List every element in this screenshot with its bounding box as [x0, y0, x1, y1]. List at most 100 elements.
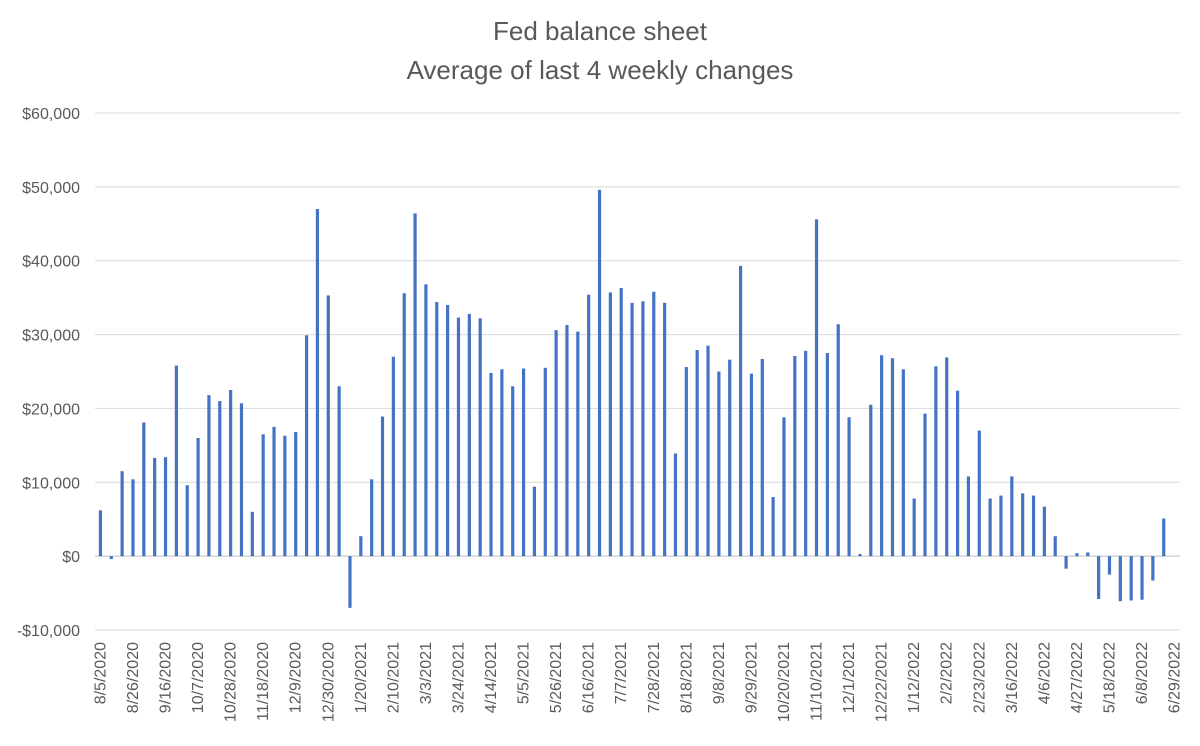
bar [478, 318, 482, 557]
bar [1053, 536, 1057, 557]
bar [218, 401, 222, 557]
bar [261, 434, 265, 557]
bar [283, 435, 287, 557]
bar [109, 556, 113, 560]
bar [153, 457, 157, 557]
y-tick-label: $50,000 [22, 180, 80, 197]
x-tick-label: 2/2/2022 [939, 642, 956, 704]
bar [771, 497, 775, 557]
bar [239, 403, 244, 557]
bar [1075, 553, 1079, 557]
x-tick-label: 2/10/2021 [385, 642, 402, 713]
bar [1151, 556, 1155, 581]
bar [706, 345, 710, 557]
bar [337, 386, 341, 557]
bar [359, 536, 363, 557]
x-tick-label: 10/7/2020 [190, 642, 207, 713]
x-tick-label: 6/8/2022 [1134, 642, 1151, 704]
x-tick-label: 1/20/2021 [353, 642, 370, 713]
x-tick-label: 3/3/2021 [418, 642, 435, 704]
bar [131, 479, 135, 557]
x-tick-label: 3/16/2022 [1004, 642, 1021, 713]
bar [467, 313, 471, 557]
x-tick-label: 11/18/2020 [255, 642, 272, 721]
bar [142, 422, 146, 557]
bar [424, 284, 428, 557]
bar [673, 453, 678, 557]
x-tick-label: 12/30/2020 [320, 642, 337, 722]
bar [500, 369, 504, 557]
x-tick-label: 4/27/2022 [1069, 642, 1086, 713]
x-tick-label: 2/23/2022 [971, 642, 988, 713]
y-tick-label: -$10,000 [17, 623, 80, 640]
x-tick-label: 8/18/2021 [678, 642, 695, 713]
bar [880, 355, 884, 557]
x-tick-label: 12/1/2021 [841, 642, 858, 713]
y-axis-ticks: -$10,000 $0 $10,000 $20,000 $30,000 $40,000 $5… [17, 106, 80, 640]
bar [663, 302, 667, 557]
bar [608, 292, 612, 557]
y-tick-label: $0 [62, 549, 80, 566]
bar [554, 330, 558, 557]
x-tick-label: 5/5/2021 [516, 642, 533, 704]
x-tick-label: 11/10/2021 [809, 642, 826, 721]
bar [532, 486, 537, 557]
x-tick-label: 5/18/2022 [1101, 642, 1118, 713]
bar [814, 219, 819, 557]
x-tick-label: 6/29/2022 [1167, 642, 1184, 713]
chart-subtitle: Average of last 4 weekly changes [407, 55, 794, 85]
bar [413, 213, 417, 557]
x-tick-label: 8/26/2020 [125, 642, 142, 713]
bar [272, 426, 276, 557]
bar [858, 553, 862, 557]
bar [695, 350, 699, 557]
bar [326, 295, 330, 557]
bar [999, 495, 1003, 557]
bar [847, 417, 851, 557]
bar [1042, 506, 1046, 557]
bar [793, 355, 797, 557]
bar [543, 367, 547, 557]
bar [1118, 556, 1122, 602]
bar [782, 417, 786, 557]
bar [315, 209, 320, 557]
x-tick-label: 7/7/2021 [613, 642, 630, 704]
bar [945, 357, 949, 557]
bar [890, 358, 895, 557]
y-tick-label: $60,000 [22, 106, 80, 123]
bar [934, 366, 938, 557]
y-tick-label: $40,000 [22, 254, 80, 271]
bar [380, 416, 385, 557]
bar [619, 288, 623, 557]
bars [98, 189, 1166, 608]
x-tick-label: 6/16/2021 [581, 642, 598, 713]
bar [174, 365, 178, 557]
bar [370, 479, 374, 557]
bar [652, 291, 656, 557]
y-tick-label: $10,000 [22, 475, 80, 492]
bar [1107, 556, 1112, 575]
bar [977, 430, 981, 557]
bar [402, 293, 406, 557]
bar [749, 373, 754, 557]
bar [435, 302, 439, 557]
y-tick-label: $20,000 [22, 401, 80, 418]
bar [521, 368, 526, 557]
bar [1129, 556, 1133, 601]
bar [966, 476, 971, 557]
bar [391, 356, 395, 557]
bar [98, 510, 103, 557]
bar [1162, 518, 1166, 557]
bar [587, 294, 591, 557]
bar [489, 372, 493, 557]
bar [597, 189, 602, 557]
bar [912, 498, 916, 557]
x-tick-label: 9/8/2021 [711, 642, 728, 704]
bar [955, 390, 960, 557]
x-tick-label: 5/26/2021 [548, 642, 565, 713]
x-tick-label: 8/5/2020 [92, 642, 109, 704]
bar [836, 324, 840, 557]
x-tick-label: 12/22/2021 [874, 642, 891, 722]
bar [304, 335, 309, 557]
